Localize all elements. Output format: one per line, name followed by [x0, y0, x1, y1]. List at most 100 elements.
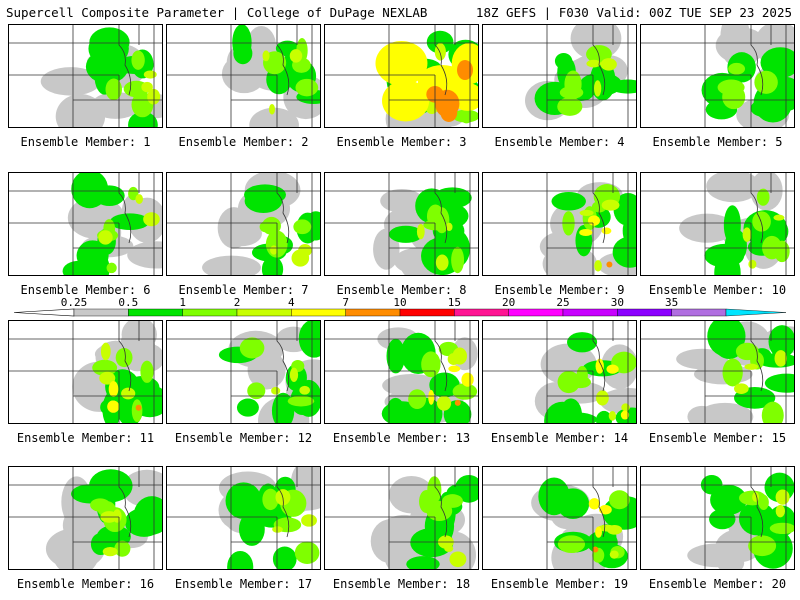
- scp-contour-area: [131, 399, 143, 423]
- scp-contour-area: [272, 526, 283, 533]
- scp-contour-area: [734, 383, 749, 394]
- scp-contour-area: [135, 194, 144, 204]
- scp-contour-area: [768, 325, 794, 359]
- color-scale-bar: [13, 308, 787, 317]
- state-boundary-line: [118, 25, 132, 96]
- scp-contour-area: [613, 192, 636, 226]
- scp-contour-area: [557, 97, 583, 116]
- scp-contour-area: [99, 371, 116, 385]
- scp-contour-area: [687, 405, 717, 423]
- scp-contour-area: [679, 213, 736, 243]
- scp-contour-area: [131, 50, 145, 70]
- scp-contour-area: [143, 212, 160, 227]
- scp-contour-area: [89, 27, 130, 57]
- ensemble-map-panel: [166, 172, 321, 276]
- colorbar-tick-label: 0.5: [118, 296, 139, 309]
- scp-contour-area: [382, 374, 442, 397]
- scp-contour-area: [92, 359, 118, 376]
- scp-contour-area: [461, 372, 474, 387]
- scp-contour-area: [262, 50, 270, 62]
- scp-contour-area: [448, 365, 461, 373]
- colorbar-bin: [454, 308, 509, 317]
- scp-contour-area: [375, 40, 428, 86]
- colorbar-bin: [182, 308, 238, 317]
- scp-contour-area: [452, 109, 478, 123]
- colorbar-bin: [617, 308, 672, 317]
- ensemble-map-panel: [166, 466, 321, 570]
- state-boundary-line: [276, 467, 290, 538]
- scp-contour-area: [244, 184, 286, 206]
- scp-contour-area: [236, 398, 259, 417]
- ensemble-map-panel: [482, 172, 637, 276]
- scp-contour-area: [141, 81, 153, 93]
- scp-contour-area: [91, 92, 141, 119]
- scp-contour-area: [452, 347, 467, 365]
- scp-contour-area: [440, 103, 458, 122]
- state-boundary-line: [276, 321, 290, 392]
- scp-contour-area: [592, 546, 599, 553]
- ensemble-map-panel: [166, 24, 321, 128]
- scp-contour-area: [406, 556, 440, 569]
- colorbar-tick-label: 15: [447, 296, 461, 309]
- colorbar-bin: [73, 308, 129, 317]
- scp-contour-area: [579, 228, 593, 237]
- scp-contour-area: [270, 245, 278, 255]
- state-boundary-line: [592, 25, 606, 96]
- state-boundary-line: [750, 173, 764, 244]
- scp-contour-area: [775, 489, 790, 505]
- state-boundary-line: [592, 321, 606, 392]
- ensemble-map-panel: [8, 24, 163, 128]
- scp-contour-area: [715, 334, 743, 359]
- ensemble-member-label: Ensemble Member: 8: [336, 283, 467, 297]
- scp-contour-area: [579, 209, 594, 216]
- state-boundary-line: [434, 467, 448, 538]
- ensemble-member-label: Ensemble Member: 1: [20, 135, 151, 149]
- colorbar-tick-label: 20: [502, 296, 516, 309]
- scp-contour-area: [108, 380, 119, 397]
- ensemble-member-label: Ensemble Member: 15: [648, 431, 787, 445]
- ensemble-map-panel: [640, 320, 795, 424]
- scp-contour-area: [419, 489, 434, 514]
- scp-contour-area: [567, 332, 598, 353]
- scp-contour-area: [596, 410, 613, 423]
- colorbar-tick-label: 4: [288, 296, 295, 309]
- scp-contour-area: [756, 188, 770, 206]
- scp-contour-area: [587, 215, 601, 226]
- ensemble-map-panel: [8, 320, 163, 424]
- colorbar-tick-label: 10: [393, 296, 407, 309]
- scp-contour-area: [388, 225, 423, 243]
- scp-contour-area: [434, 43, 446, 61]
- ensemble-member-label: Ensemble Member: 11: [16, 431, 155, 445]
- ensemble-member-label: Ensemble Member: 10: [648, 283, 787, 297]
- scp-contour-area: [608, 411, 617, 421]
- ensemble-map-panel: [8, 172, 163, 276]
- scp-contour-area: [225, 482, 262, 520]
- scp-contour-area: [102, 546, 118, 557]
- scp-contour-area: [557, 370, 580, 394]
- scp-contour-area: [449, 551, 467, 568]
- ensemble-map-panel: [640, 172, 795, 276]
- scp-contour-area: [271, 386, 281, 395]
- scp-contour-area: [601, 199, 620, 211]
- colorbar-bin: [236, 308, 292, 317]
- scp-contour-area: [744, 363, 759, 370]
- scp-contour-area: [268, 103, 276, 115]
- scp-contour-area: [609, 550, 619, 559]
- ensemble-member-label: Ensemble Member: 7: [178, 283, 309, 297]
- scp-contour-area: [115, 348, 133, 368]
- scp-contour-area: [86, 251, 110, 275]
- scp-contour-area: [752, 211, 771, 232]
- scp-contour-area: [606, 525, 623, 535]
- ensemble-member-label: Ensemble Member: 17: [174, 577, 313, 591]
- ensemble-member-label: Ensemble Member: 16: [16, 577, 155, 591]
- scp-contour-area: [738, 501, 776, 536]
- scp-contour-area: [593, 80, 602, 97]
- scp-contour-area: [262, 216, 281, 235]
- ensemble-member-label: Ensemble Member: 12: [174, 431, 313, 445]
- scp-contour-area: [272, 546, 297, 569]
- colorbar-high-arrow: [725, 308, 787, 317]
- scp-contour-area: [370, 519, 410, 564]
- scp-contour-area: [594, 260, 602, 272]
- scp-contour-area: [435, 254, 449, 271]
- scp-contour-area: [227, 550, 254, 569]
